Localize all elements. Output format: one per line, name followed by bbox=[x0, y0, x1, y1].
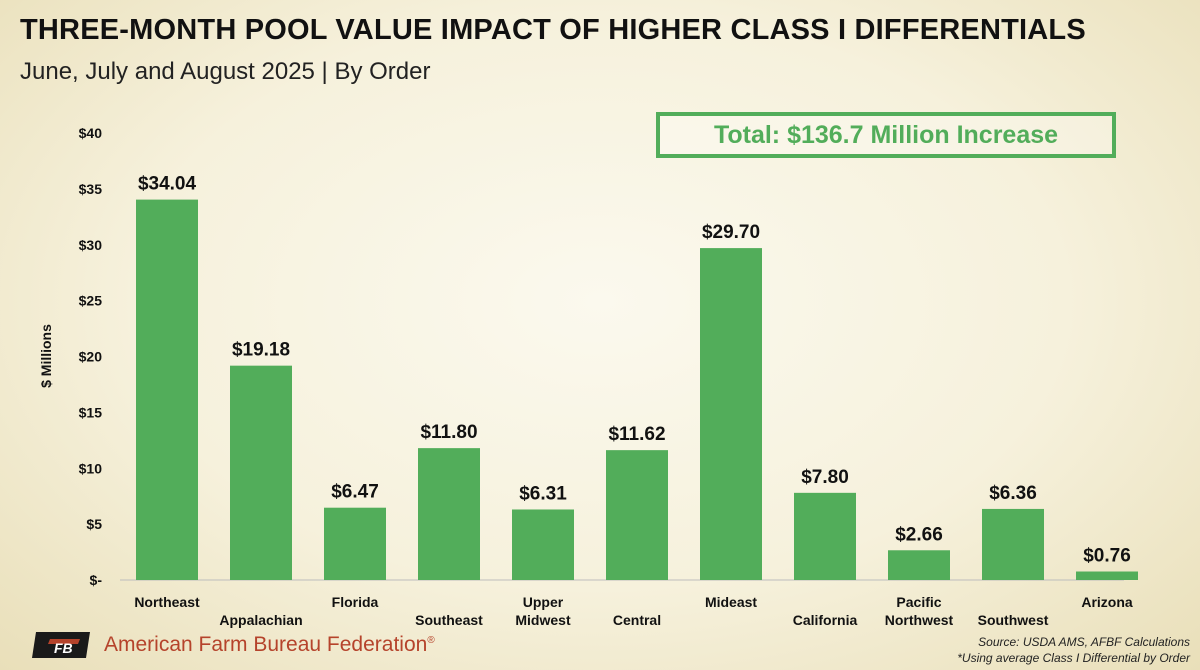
method-note: *Using average Class I Differential by O… bbox=[957, 651, 1190, 665]
bar-data-label: $6.36 bbox=[989, 483, 1037, 504]
y-tick-label: $5 bbox=[86, 516, 102, 532]
org-name-text: American Farm Bureau Federation bbox=[104, 633, 428, 656]
x-tick-label: California bbox=[793, 612, 858, 628]
bar bbox=[512, 509, 574, 580]
x-tick-label: Mideast bbox=[705, 594, 757, 610]
bars-group bbox=[136, 199, 1138, 581]
bar-data-label: $11.80 bbox=[420, 422, 477, 443]
bar-data-label: $6.31 bbox=[519, 483, 567, 504]
y-axis-label: $ Millions bbox=[38, 324, 54, 388]
footer-branding: FB American Farm Bureau Federation® bbox=[30, 630, 435, 660]
x-tick-label: Southeast bbox=[415, 612, 483, 628]
total-annotation: Total: $136.7 Million Increase bbox=[713, 120, 1059, 149]
y-tick-label: $20 bbox=[79, 349, 103, 365]
bar bbox=[888, 550, 950, 580]
bar bbox=[418, 448, 480, 580]
bar-data-label: $19.18 bbox=[232, 340, 290, 361]
y-tick-label: $35 bbox=[79, 181, 103, 197]
x-tick-label: Florida bbox=[332, 594, 379, 610]
bar bbox=[606, 450, 668, 580]
x-tick-label: Arizona bbox=[1081, 594, 1133, 610]
bar bbox=[324, 507, 386, 580]
y-tick-label: $- bbox=[90, 572, 103, 588]
x-axis-labels: Northeast Appalachian Florida Southeast Uppe… bbox=[134, 594, 1133, 628]
y-tick-label: $30 bbox=[79, 237, 103, 253]
bar-data-label: $7.80 bbox=[801, 467, 849, 488]
y-tick-label: $40 bbox=[79, 125, 103, 141]
source-note: Source: USDA AMS, AFBF Calculations bbox=[978, 635, 1190, 649]
chart-title: THREE-MONTH POOL VALUE IMPACT OF HIGHER … bbox=[20, 14, 1086, 46]
bar-data-label: $6.47 bbox=[331, 482, 379, 503]
x-tick-label: Central bbox=[613, 612, 661, 628]
bar-data-label: $29.70 bbox=[702, 222, 760, 243]
x-tick-label: Northwest bbox=[885, 612, 954, 628]
org-name: American Farm Bureau Federation® bbox=[104, 633, 435, 657]
x-tick-label: Appalachian bbox=[219, 612, 302, 628]
footer-notes: Source: USDA AMS, AFBF Calculations *Usi… bbox=[957, 634, 1190, 666]
bar-data-label: $34.04 bbox=[138, 174, 197, 195]
x-tick-label: Northeast bbox=[134, 594, 200, 610]
bar bbox=[700, 248, 762, 581]
bar bbox=[794, 492, 856, 580]
data-labels-group: $34.04 $19.18 $6.47 $11.80 $6.31 $11.62 $29.70… bbox=[138, 174, 1131, 567]
x-tick-label: Upper bbox=[523, 594, 564, 610]
bar bbox=[136, 199, 198, 580]
afbf-logo-icon: FB bbox=[32, 632, 90, 658]
chart-subtitle: June, July and August 2025 | By Order bbox=[20, 58, 431, 85]
x-tick-label: Pacific bbox=[896, 594, 941, 610]
bar bbox=[1076, 571, 1138, 580]
bar-data-label: $11.62 bbox=[608, 424, 665, 445]
bar-data-label: $0.76 bbox=[1083, 546, 1131, 567]
logo-text: FB bbox=[54, 640, 73, 656]
total-annotation-box: Total: $136.7 Million Increase bbox=[656, 112, 1116, 158]
x-tick-label: Midwest bbox=[515, 612, 571, 628]
registered-mark: ® bbox=[427, 635, 435, 646]
y-axis: $- $5 $10 $15 $20 $25 $30 $35 $40 bbox=[79, 125, 103, 588]
y-tick-label: $15 bbox=[79, 404, 103, 420]
y-tick-label: $10 bbox=[79, 460, 103, 476]
bar bbox=[230, 365, 292, 580]
x-tick-label: Southwest bbox=[978, 612, 1049, 628]
bar bbox=[982, 508, 1044, 580]
bar-data-label: $2.66 bbox=[895, 524, 943, 545]
y-tick-label: $25 bbox=[79, 293, 103, 309]
